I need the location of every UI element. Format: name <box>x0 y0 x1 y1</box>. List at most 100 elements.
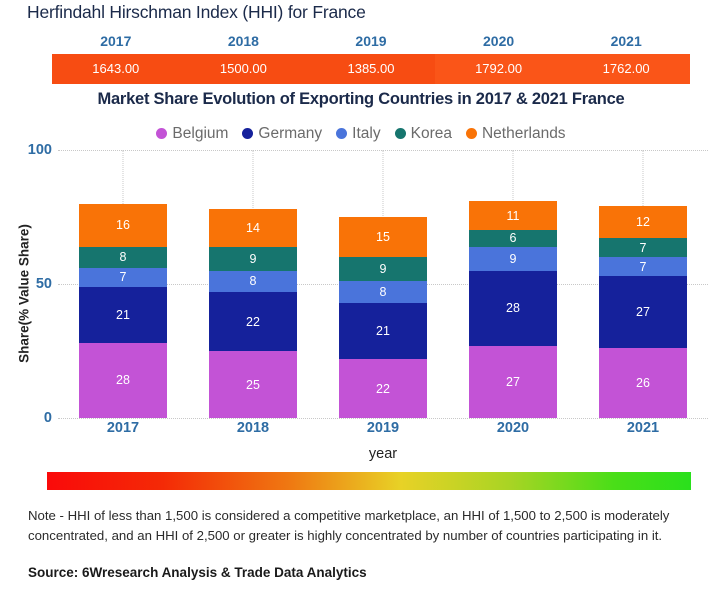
bar-segment-germany[interactable]: 28 <box>469 270 557 346</box>
bar-segment-value-label: 9 <box>379 262 387 277</box>
bar-segment-value-label: 28 <box>506 301 520 316</box>
bar-stack[interactable]: 27 28 9 6 11 <box>469 200 557 418</box>
bar-segment-italy[interactable]: 9 <box>469 246 557 271</box>
hhi-value-cell: 1792.00 <box>434 54 563 84</box>
hhi-year-label: 2020 <box>483 33 515 49</box>
hhi-year-label: 2021 <box>610 33 642 49</box>
bar-segment-value-label: 21 <box>376 323 390 338</box>
bar-segment-value-label: 22 <box>376 381 390 396</box>
bar-segment-korea[interactable]: 9 <box>209 246 297 271</box>
legend-label: Korea <box>410 125 452 142</box>
bar-segment-value-label: 8 <box>249 274 257 289</box>
x-axis-title: year <box>368 446 398 462</box>
bar-segment-value-label: 27 <box>506 374 520 389</box>
bar-segment-italy[interactable]: 7 <box>79 267 167 287</box>
bar-segment-belgium[interactable]: 27 <box>469 345 557 418</box>
hhi-value-bar: 1643.00 1500.00 1385.00 1792.00 1762.00 <box>52 54 690 84</box>
legend-item-korea[interactable]: Korea <box>394 125 452 142</box>
bar-segment-value-label: 12 <box>636 215 650 230</box>
x-axis-tick-label: 2021 <box>626 420 660 436</box>
bar-segment-italy[interactable]: 8 <box>339 281 427 303</box>
legend-item-belgium[interactable]: Belgium <box>156 126 228 142</box>
x-axis-tick-label: 2017 <box>106 420 140 436</box>
bar-segment-value-label: 8 <box>119 250 127 265</box>
hhi-year-label: 2017 <box>100 33 132 49</box>
chart-title: Market Share Evolution of Exporting Coun… <box>97 90 625 108</box>
bar-segment-value-label: 15 <box>376 230 390 245</box>
hhi-value-cell: 1762.00 <box>562 54 690 84</box>
x-axis-tick-label: 2020 <box>496 420 530 436</box>
bar-segment-value-label: 28 <box>116 373 130 388</box>
bar-segment-value-label: 25 <box>246 377 260 392</box>
legend-item-germany[interactable]: Germany <box>242 126 322 142</box>
bar-segment-value-label: 9 <box>509 251 517 266</box>
legend-swatch-icon <box>465 128 477 140</box>
bar-stack[interactable]: 22 21 8 9 15 <box>339 217 427 418</box>
gridline-baseline <box>58 418 708 419</box>
y-axis-ticks: 0 50 100 <box>0 142 52 426</box>
source-text: Source: 6Wresearch Analysis & Trade Data… <box>28 565 367 580</box>
bar-segment-netherlands[interactable]: 16 <box>79 203 167 247</box>
hhi-value-cell: 1643.00 <box>52 54 180 84</box>
x-axis-tick-label: 2018 <box>236 420 270 436</box>
legend-swatch-icon <box>156 128 168 140</box>
bar-segment-korea[interactable]: 7 <box>599 238 687 258</box>
bar-segment-value-label: 11 <box>506 208 520 223</box>
bar-segment-korea[interactable]: 6 <box>469 230 557 247</box>
bar-segment-germany[interactable]: 22 <box>209 292 297 351</box>
bar-segment-netherlands[interactable]: 14 <box>209 208 297 247</box>
bar-stack[interactable]: 25 22 8 9 14 <box>209 208 297 418</box>
bar-segment-value-label: 7 <box>119 270 127 285</box>
chart-plot-area: Share(% Value Share) 0 50 100 28 21 7 8 16 25 22… <box>0 142 722 462</box>
bar-segment-value-label: 7 <box>639 240 647 255</box>
bar-segment-germany[interactable]: 21 <box>79 286 167 343</box>
bar-column: 26 27 7 7 12 <box>578 150 708 418</box>
bar-column: 27 28 9 6 11 <box>448 150 578 418</box>
legend-item-netherlands[interactable]: Netherlands <box>465 126 566 142</box>
bar-column: 28 21 7 8 16 <box>58 150 188 418</box>
bar-stack[interactable]: 26 27 7 7 12 <box>599 206 687 418</box>
y-axis-tick-label: 0 <box>43 410 52 426</box>
bar-segment-value-label: 26 <box>636 376 650 391</box>
bar-segment-value-label: 6 <box>509 231 517 246</box>
bar-segment-korea[interactable]: 8 <box>79 246 167 268</box>
hhi-value-cell: 1500.00 <box>179 54 308 84</box>
footnote-text: Note - HHI of less than 1,500 is conside… <box>28 508 670 543</box>
bar-segment-netherlands[interactable]: 12 <box>599 206 687 239</box>
bar-segment-belgium[interactable]: 28 <box>79 342 167 418</box>
bar-segment-belgium[interactable]: 25 <box>209 351 297 418</box>
legend-swatch-icon <box>394 128 406 140</box>
bar-segment-netherlands[interactable]: 11 <box>469 200 557 231</box>
hhi-year-label: 2019 <box>355 33 387 49</box>
hhi-gradient-scale <box>47 472 691 490</box>
bar-column: 25 22 8 9 14 <box>188 150 318 418</box>
bar-segment-germany[interactable]: 27 <box>599 275 687 349</box>
legend-label: Germany <box>258 125 323 142</box>
bar-stack[interactable]: 28 21 7 8 16 <box>79 203 167 418</box>
bar-segment-value-label: 16 <box>116 218 130 233</box>
bar-segment-belgium[interactable]: 22 <box>339 359 427 418</box>
bar-segment-italy[interactable]: 8 <box>209 270 297 293</box>
bar-segment-value-label: 9 <box>249 251 257 266</box>
bar-segment-value-label: 22 <box>246 314 260 329</box>
hhi-year-header-row: 2017 2018 2019 2020 2021 <box>52 30 690 52</box>
stacked-bar-series: 28 21 7 8 16 25 22 8 9 14 22 21 8 9 15 27 28 9 6 11 26 27 7 7 12 <box>58 150 708 418</box>
legend-swatch-icon <box>242 128 254 140</box>
legend-item-italy[interactable]: Italy <box>336 125 381 142</box>
x-axis-tick-label: 2019 <box>366 420 400 436</box>
chart-legend: Belgium Germany Italy Korea Netherlands <box>0 126 722 142</box>
bar-segment-italy[interactable]: 7 <box>599 257 687 276</box>
legend-label: Italy <box>352 125 381 142</box>
hhi-value-cell: 1385.00 <box>307 54 435 84</box>
bar-segment-netherlands[interactable]: 15 <box>339 217 427 258</box>
bar-segment-korea[interactable]: 9 <box>339 257 427 282</box>
bar-segment-belgium[interactable]: 26 <box>599 348 687 418</box>
bar-segment-value-label: 21 <box>116 307 130 322</box>
x-axis-tick-labels: 2017 2018 2019 2020 2021 <box>58 420 708 436</box>
bar-segment-germany[interactable]: 21 <box>339 302 427 360</box>
hhi-year-label: 2018 <box>227 33 259 49</box>
bar-segment-value-label: 27 <box>636 305 650 320</box>
bar-column: 22 21 8 9 15 <box>318 150 448 418</box>
bar-segment-value-label: 7 <box>639 259 647 274</box>
y-axis-tick-label: 100 <box>27 142 52 158</box>
